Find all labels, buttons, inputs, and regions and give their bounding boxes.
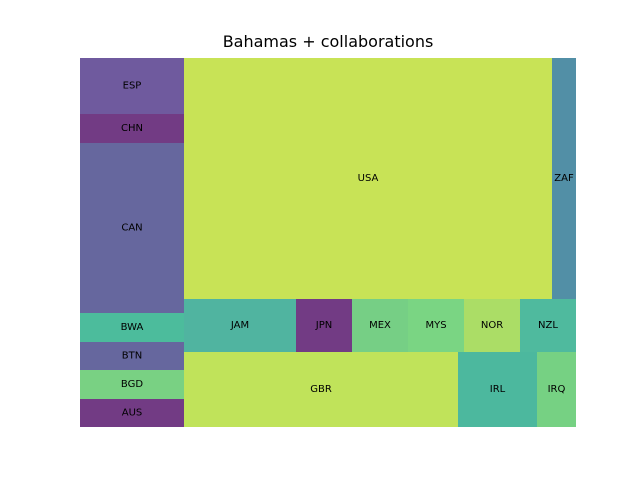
treemap-label-bwa: BWA: [121, 322, 144, 333]
treemap-cell-jam: [184, 299, 296, 352]
treemap-label-nzl: NZL: [538, 320, 558, 331]
treemap-label-irl: IRL: [490, 384, 506, 395]
treemap-label-irq: IRQ: [548, 384, 566, 395]
treemap-cell-irq: [537, 352, 576, 427]
treemap-cell-chn: [80, 114, 184, 143]
treemap-label-esp: ESP: [123, 81, 142, 92]
chart-title: Bahamas + collaborations: [222, 32, 434, 51]
treemap-cell-esp: [80, 58, 184, 114]
treemap-cell-bgd: [80, 370, 184, 399]
treemap-label-jam: JAM: [230, 320, 249, 331]
treemap-label-chn: CHN: [121, 123, 143, 134]
treemap-label-mys: MYS: [425, 320, 446, 331]
treemap-cell-jpn: [296, 299, 352, 352]
treemap-label-bgd: BGD: [121, 379, 143, 390]
treemap-label-gbr: GBR: [310, 384, 332, 395]
treemap-cell-btn: [80, 342, 184, 370]
treemap-cell-bwa: [80, 313, 184, 342]
treemap-cell-aus: [80, 399, 184, 427]
treemap-label-can: CAN: [121, 223, 142, 234]
treemap-label-jpn: JPN: [315, 320, 332, 331]
treemap-label-nor: NOR: [481, 320, 503, 331]
treemap-cell-can: [80, 143, 184, 313]
treemap-cell-zaf: [552, 58, 576, 299]
treemap-label-btn: BTN: [122, 351, 142, 362]
treemap-cell-usa: [184, 58, 552, 299]
treemap-cell-irl: [458, 352, 537, 427]
treemap-label-mex: MEX: [369, 320, 391, 331]
treemap-label-usa: USA: [358, 173, 379, 184]
treemap-cell-mex: [352, 299, 408, 352]
treemap-label-aus: AUS: [122, 408, 143, 419]
treemap-cell-mys: [408, 299, 464, 352]
treemap-cell-gbr: [184, 352, 458, 427]
treemap-cell-nor: [464, 299, 520, 352]
treemap-cell-nzl: [520, 299, 576, 352]
treemap-label-zaf: ZAF: [554, 173, 574, 184]
